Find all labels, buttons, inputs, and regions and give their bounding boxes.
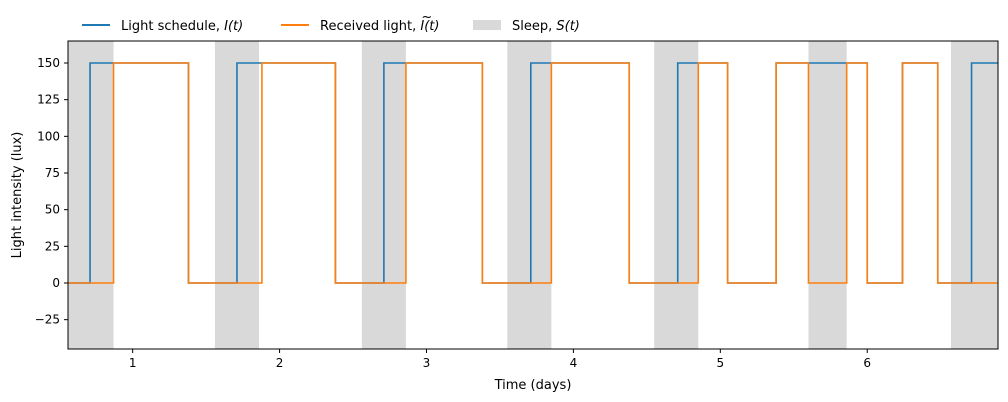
legend-math: I(t)	[420, 19, 439, 34]
legend: Light schedule, I(t) Received light, I(t)…	[82, 10, 580, 34]
x-tick-label: 4	[570, 356, 578, 370]
x-tick-label: 1	[129, 356, 137, 370]
x-tick-label: 3	[423, 356, 431, 370]
legend-tilde: ~	[421, 10, 432, 25]
series-lines	[68, 62, 998, 284]
plot-frame	[67, 40, 999, 350]
y-tick-label: 125	[37, 93, 60, 107]
sleep-band	[950, 41, 998, 349]
legend-math: I(t)	[224, 19, 243, 34]
legend-swatch-patch	[473, 20, 501, 30]
x-axis-label: Time (days)	[494, 378, 572, 393]
x-tick-label: 5	[717, 356, 725, 370]
x-tick-label: 6	[863, 356, 871, 370]
legend-label: Received light, I(t)	[320, 19, 439, 34]
sleep-bands	[68, 41, 998, 349]
sleep-band	[507, 41, 552, 349]
x-tick-label: 2	[276, 356, 284, 370]
y-tick-label: 0	[52, 276, 60, 290]
legend-math: S(t)	[556, 19, 580, 34]
series-line-received-light	[68, 62, 998, 284]
legend-label: Sleep, S(t)	[512, 19, 580, 34]
y-tick-label: 50	[45, 203, 60, 217]
legend-label: Light schedule, I(t)	[121, 19, 243, 34]
sleep-band	[808, 41, 847, 349]
y-tick-label: 100	[37, 129, 60, 143]
y-tick-label: 25	[45, 239, 60, 253]
y-tick-label: 75	[45, 166, 60, 180]
y-axis: −25 0 25 50 75 100 125 150	[35, 56, 68, 327]
y-tick-label: −25	[35, 313, 60, 327]
sleep-band	[654, 41, 699, 349]
x-axis: 1 2 3 4 5 6	[129, 349, 871, 370]
y-axis-label: Light intensity (lux)	[10, 132, 25, 259]
y-tick-label: 150	[37, 56, 60, 70]
